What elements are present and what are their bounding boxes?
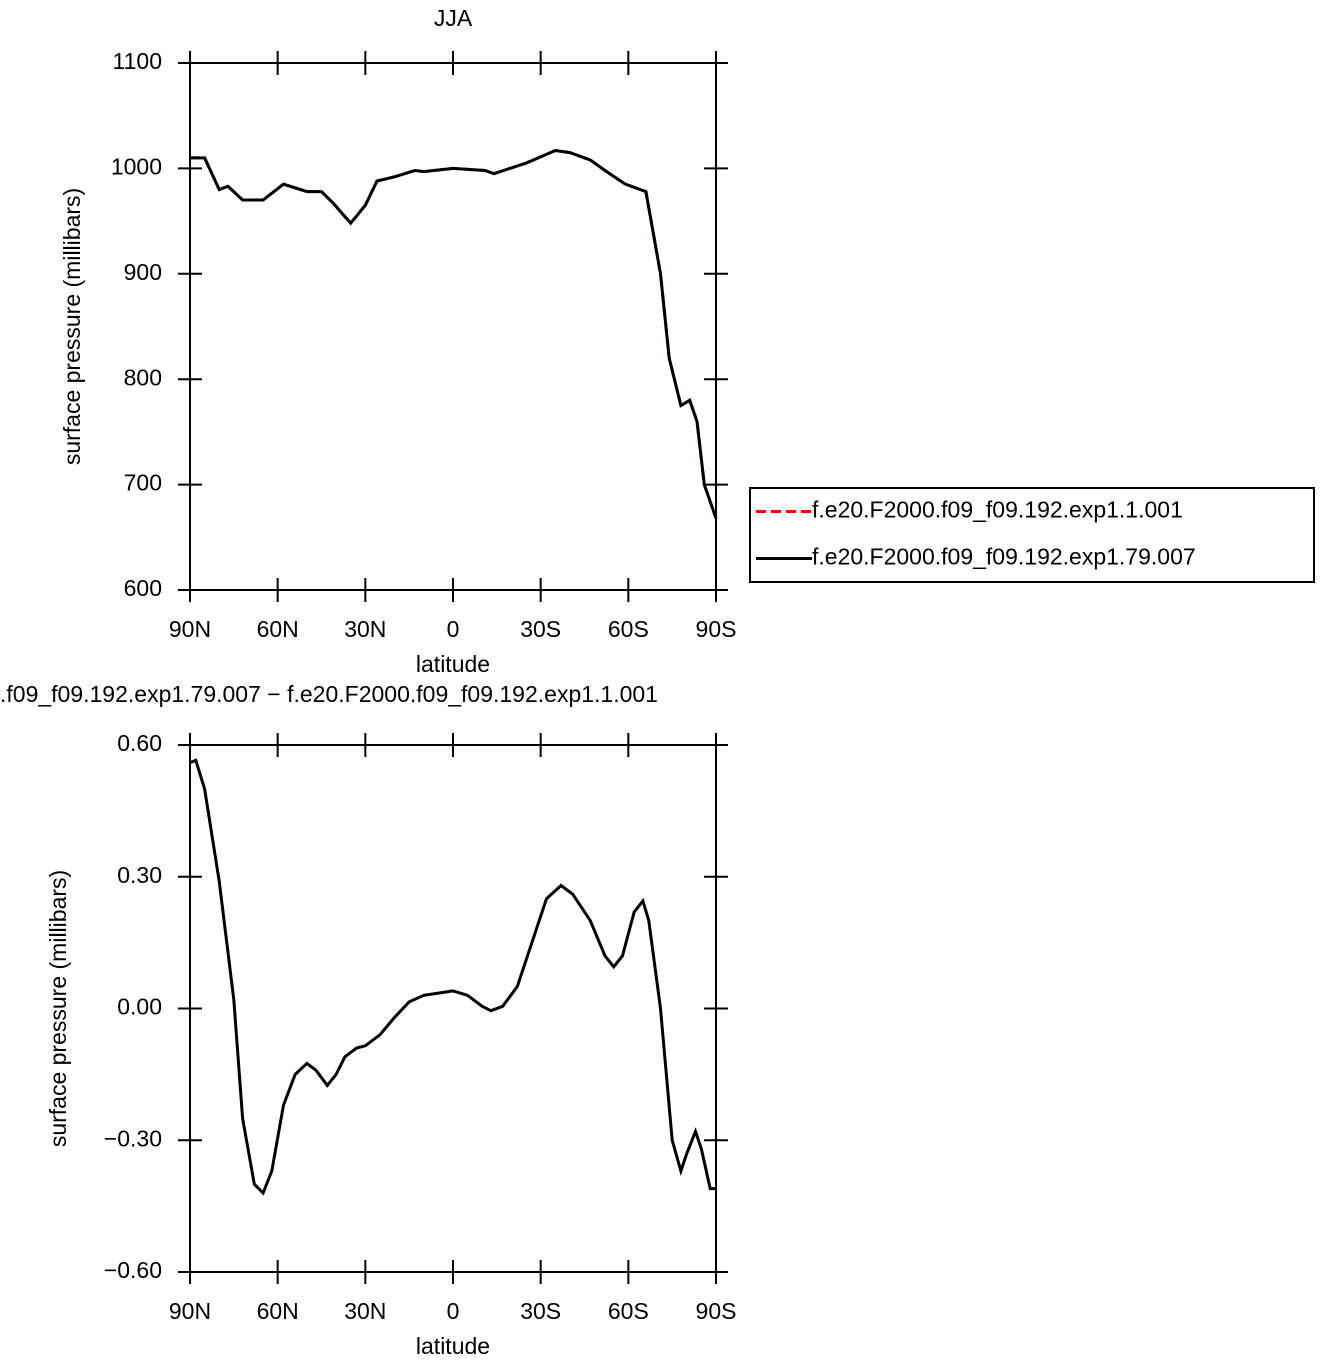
plot-frame	[189, 744, 717, 1273]
legend-label: f.e20.F2000.f09_f09.192.exp1.79.007	[812, 544, 1196, 570]
y-tick-label: 900	[124, 259, 162, 285]
y-tick-label: 0.60	[117, 730, 162, 756]
x-tick-label: 90N	[169, 1298, 211, 1324]
x-tick-label: 90S	[696, 616, 737, 642]
x-axis-label: latitude	[416, 1333, 490, 1359]
y-tick-label: 1100	[113, 48, 162, 74]
data-line	[190, 148, 718, 519]
x-tick-label: 60S	[608, 616, 649, 642]
y-tick-label: 1000	[111, 153, 162, 179]
y-tick-label: 700	[124, 470, 162, 496]
x-tick-label: 0	[447, 1298, 460, 1324]
legend-label: f.e20.F2000.f09_f09.192.exp1.1.001	[812, 497, 1183, 523]
x-tick-label: 30N	[344, 1298, 386, 1324]
chart-title: JJA	[434, 5, 473, 31]
x-tick-label: 60S	[608, 1298, 649, 1324]
data-line	[190, 148, 718, 519]
y-tick-label: 800	[124, 364, 162, 390]
y-tick-label: 600	[124, 575, 162, 601]
data-line	[189, 758, 716, 1196]
x-tick-label: 30S	[520, 1298, 561, 1324]
x-axis-label: latitude	[416, 651, 490, 677]
x-tick-label: 60N	[257, 616, 299, 642]
y-axis-label: surface pressure (millibars)	[59, 188, 85, 465]
y-tick-label: 0.30	[117, 862, 162, 888]
x-tick-label: 90N	[169, 616, 211, 642]
x-tick-label: 30N	[344, 616, 386, 642]
legend-box	[749, 487, 1315, 583]
x-tick-label: 60N	[257, 1298, 299, 1324]
y-tick-label: 0.00	[117, 994, 162, 1020]
y-tick-label: −0.30	[104, 1125, 162, 1151]
chart-title: .f09_f09.192.exp1.79.007 − f.e20.F2000.f…	[0, 681, 658, 707]
y-tick-label: −0.60	[104, 1257, 162, 1283]
plot-frame	[189, 62, 717, 591]
x-tick-label: 30S	[520, 616, 561, 642]
x-tick-label: 0	[447, 616, 460, 642]
x-tick-label: 90S	[696, 1298, 737, 1324]
y-axis-label: surface pressure (millibars)	[45, 870, 71, 1147]
